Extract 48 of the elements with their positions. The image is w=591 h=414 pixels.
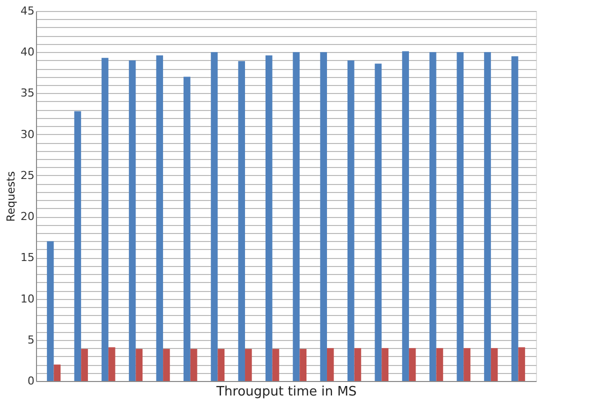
y-tick-label: 0 — [28, 374, 34, 388]
bar — [382, 348, 388, 381]
bar — [272, 348, 280, 381]
bar — [108, 347, 116, 381]
bar — [218, 348, 225, 381]
bar — [292, 52, 300, 381]
bar — [266, 55, 272, 381]
bar — [46, 241, 54, 381]
bar — [518, 347, 526, 381]
bar — [490, 348, 498, 381]
bar — [238, 61, 246, 381]
y-tick-label: 25 — [20, 168, 34, 182]
bar — [402, 51, 409, 381]
y-tick-label: 20 — [20, 210, 34, 224]
bar — [163, 348, 170, 381]
y-tick-label: 35 — [20, 86, 34, 100]
bar — [245, 348, 252, 381]
bar — [354, 348, 362, 381]
y-axis-title: Requests — [4, 171, 18, 222]
y-tick-label: 40 — [20, 46, 34, 59]
bar — [300, 348, 306, 381]
bar — [436, 348, 444, 381]
bar — [320, 52, 327, 381]
bar — [511, 56, 518, 381]
bar — [408, 348, 416, 381]
bar — [74, 111, 82, 381]
bar — [326, 348, 334, 381]
bar — [156, 55, 164, 381]
y-tick-label: 10 — [20, 292, 34, 306]
bar — [54, 364, 61, 381]
bar — [81, 348, 88, 381]
bar — [190, 348, 198, 381]
y-tick-label: 15 — [20, 251, 34, 264]
bar — [128, 60, 136, 381]
bar — [464, 348, 470, 381]
bar — [374, 64, 382, 381]
y-tick-label: 5 — [28, 333, 34, 346]
bar — [136, 348, 143, 381]
bar — [429, 52, 436, 381]
x-axis-title: Througput time in MS — [215, 384, 357, 400]
bar — [456, 52, 464, 381]
y-tick-label: 45 — [20, 4, 34, 18]
bar — [484, 52, 491, 381]
bar — [184, 76, 190, 381]
bar — [102, 58, 108, 381]
y-tick-label: 30 — [20, 128, 34, 141]
bar — [210, 52, 218, 381]
bar — [347, 60, 354, 381]
